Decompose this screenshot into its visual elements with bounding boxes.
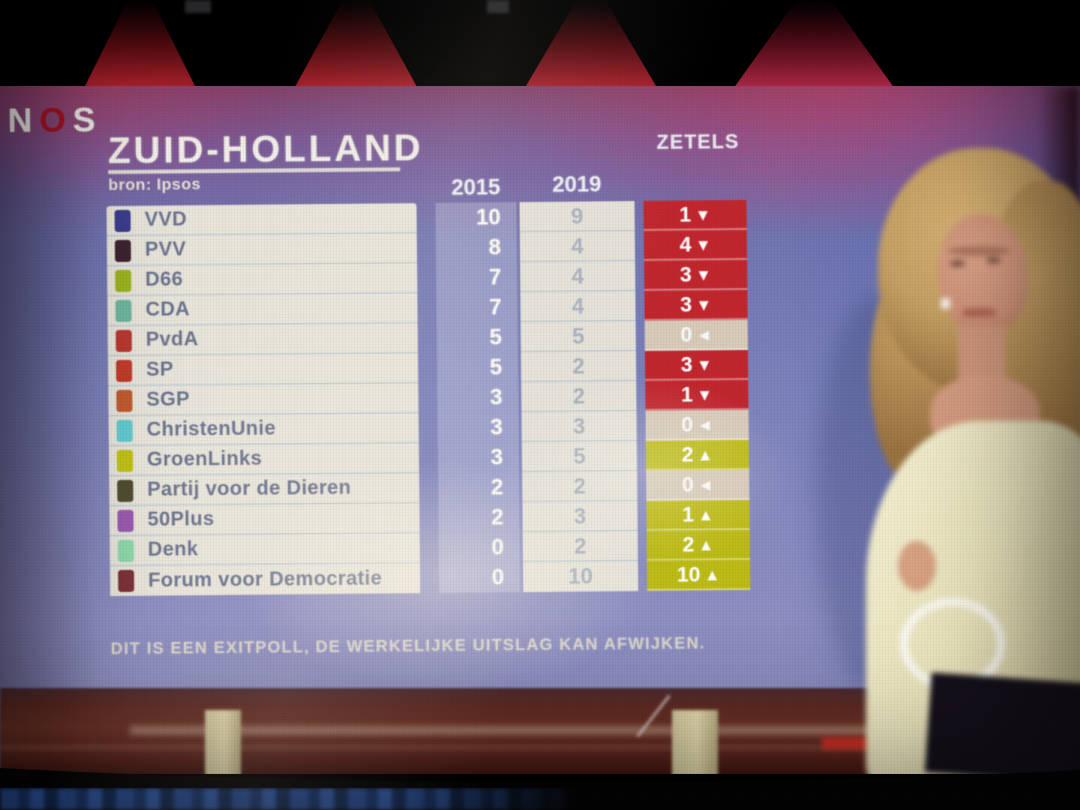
studio-top-darkness	[0, 0, 1080, 110]
stage-post	[205, 710, 241, 774]
presenter	[0, 86, 1080, 774]
presenter-mouth	[962, 308, 996, 317]
stage-light-streak	[130, 726, 905, 735]
presenter-pants	[924, 672, 1080, 774]
red-spotlight-beam	[80, 0, 200, 96]
light-fixture-icon	[185, 0, 211, 13]
presenter-earring	[941, 298, 950, 309]
presenter-brow	[948, 246, 1010, 256]
stage-post	[672, 710, 718, 774]
light-fixture-icon	[487, 0, 509, 13]
red-spotlight-beam	[290, 0, 422, 96]
bottom-blue-glow	[0, 788, 580, 810]
red-spotlight-beam	[728, 0, 900, 96]
presenter-eye	[950, 260, 965, 267]
presenter-eye	[986, 257, 1001, 264]
presenter-hand	[898, 541, 936, 591]
tv-screen: NOS ZUID-HOLLAND bron: Ipsos 2015 2019 Z…	[0, 86, 1080, 774]
stage-light-streak	[0, 745, 1080, 750]
red-spotlight-beam	[520, 0, 662, 96]
